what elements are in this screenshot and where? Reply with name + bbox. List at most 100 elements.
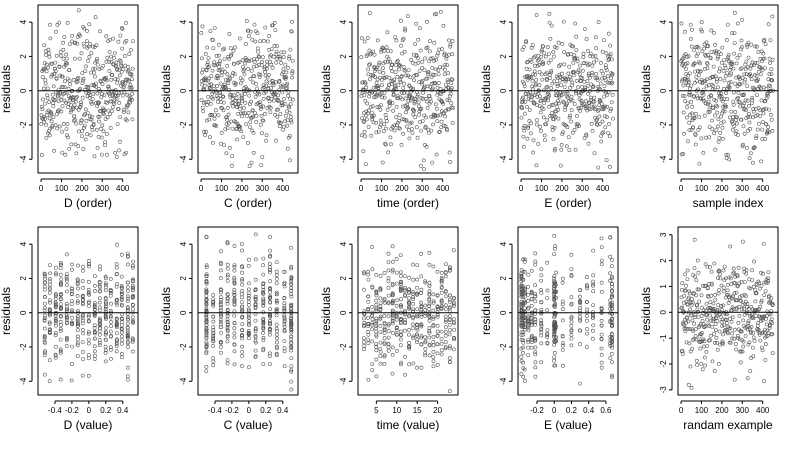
scatter-point (76, 314, 80, 319)
x-tick-label: 0.4 (277, 406, 289, 415)
scatter-point (366, 307, 371, 312)
scatter-point (582, 79, 587, 84)
scatter-point (522, 45, 526, 49)
scatter-point (40, 75, 45, 80)
scatter-point (117, 58, 122, 63)
scatter-point (287, 54, 292, 59)
scatter-point (289, 302, 294, 307)
scatter-point (723, 63, 727, 68)
scatter-point (537, 83, 542, 88)
scatter-point (584, 37, 589, 41)
scatter-point (240, 248, 245, 253)
scatter-point (246, 141, 250, 145)
scatter-point (411, 291, 415, 296)
scatter-point (744, 268, 749, 272)
scatter-point (359, 36, 364, 41)
scatter-point (125, 305, 130, 310)
scatter-point (526, 314, 531, 319)
scatter-point (65, 289, 69, 294)
scatter-point (246, 67, 251, 71)
scatter-point (570, 98, 575, 103)
scatter-point (204, 293, 209, 298)
scatter-point (685, 302, 690, 307)
y-tick-label: 2 (659, 258, 668, 263)
scatter-point (408, 75, 413, 80)
scatter-point (66, 86, 71, 91)
scatter-point (207, 64, 211, 69)
scatter-point (742, 72, 747, 77)
scatter-point (569, 274, 574, 278)
scatter-point (253, 296, 258, 301)
scatter-point (447, 317, 452, 322)
scatter-point (758, 114, 762, 118)
scatter-point (101, 129, 106, 134)
scatter-point (767, 56, 772, 61)
scatter-point (66, 105, 71, 110)
scatter-point (75, 354, 80, 359)
scatter-point (382, 122, 387, 127)
scatter-point (386, 56, 391, 61)
scatter-point (103, 332, 108, 337)
scatter-point (87, 299, 91, 304)
scatter-point (64, 315, 69, 320)
scatter-point (251, 80, 256, 85)
x-tick-label: -0.4 (208, 406, 222, 415)
scatter-point (447, 266, 452, 271)
scatter-point (689, 100, 694, 104)
scatter-point (374, 316, 379, 321)
scatter-point (726, 153, 730, 158)
scatter-point (420, 59, 425, 64)
scatter-point (94, 127, 99, 132)
scatter-point (695, 307, 700, 312)
scatter-point (126, 253, 130, 258)
scatter-point (733, 10, 737, 15)
scatter-point (559, 147, 564, 152)
scatter-point (260, 155, 265, 160)
scatter-point (67, 78, 72, 83)
scatter-point (265, 63, 270, 68)
scatter-point (439, 352, 444, 357)
scatter-point (599, 139, 604, 144)
scatter-point (374, 324, 379, 329)
scatter-point (39, 122, 44, 126)
scatter-point (120, 351, 124, 356)
scatter-point (401, 131, 406, 136)
scatter-point (697, 125, 702, 130)
scatter-point (403, 308, 407, 313)
scatter-point (610, 293, 614, 298)
scatter-point (47, 116, 52, 121)
scatter-point (275, 300, 279, 305)
scatter-point (289, 275, 294, 279)
scatter-point (75, 41, 80, 46)
scatter-point (113, 88, 118, 92)
scatter-point (282, 364, 287, 369)
scatter-point (212, 26, 217, 31)
scatter-point (706, 44, 711, 48)
scatter-point (399, 305, 403, 309)
scatter-point (396, 121, 400, 125)
scatter-point (431, 322, 436, 327)
scatter-point (407, 305, 412, 310)
scatter-point (394, 38, 399, 43)
scatter-point (53, 69, 58, 74)
scatter-point (388, 135, 393, 140)
scatter-point (66, 135, 70, 140)
scatter-point (770, 351, 775, 356)
scatter-point (206, 56, 211, 61)
scatter-point (261, 272, 266, 277)
scatter-point (246, 299, 251, 304)
scatter-point (530, 43, 535, 48)
scatter-point (423, 346, 428, 351)
scatter-point (406, 300, 411, 304)
scatter-point (261, 346, 266, 351)
scatter-point (394, 332, 399, 337)
scatter-point (766, 330, 771, 335)
scatter-point (105, 152, 109, 157)
scatter-point (749, 77, 754, 82)
scatter-point (119, 274, 124, 279)
scatter-point (47, 290, 52, 295)
scatter-point (595, 77, 600, 82)
scatter-point (374, 272, 379, 277)
scatter-point (366, 67, 371, 72)
